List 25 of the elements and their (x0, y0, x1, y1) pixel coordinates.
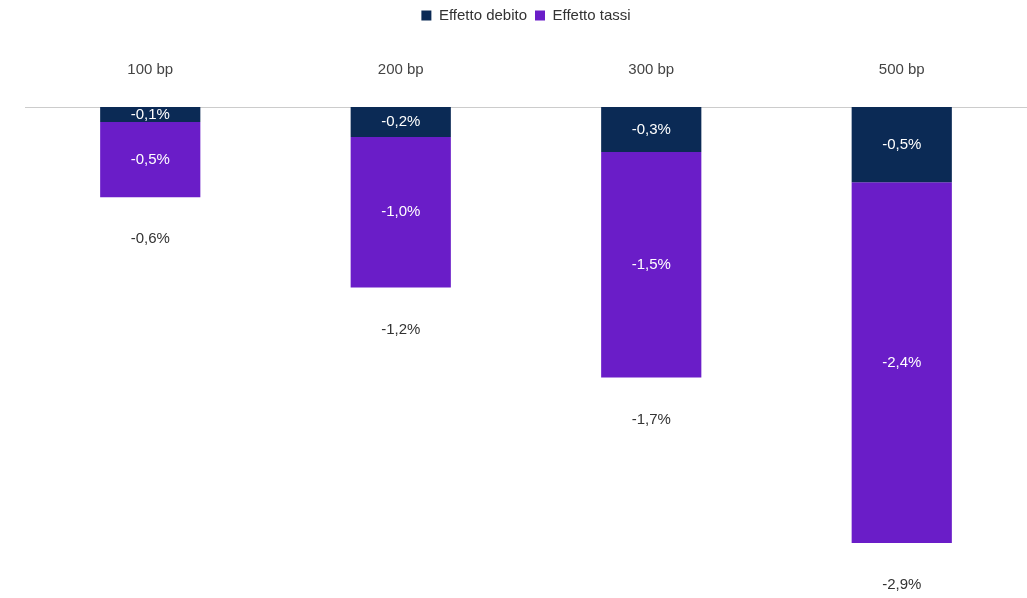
data-label: -0,3% (631, 119, 671, 137)
bar (851, 182, 952, 543)
x-tick-label: 200 bp (377, 60, 424, 78)
data-label: -1,0% (381, 202, 421, 220)
data-label: -0,5% (130, 149, 170, 167)
data-label: -0,5% (882, 134, 922, 152)
total-label: -1,2% (381, 319, 421, 337)
data-label: -0,1% (130, 104, 170, 122)
legend-label: Effetto tassi (552, 5, 631, 23)
bar (601, 107, 702, 153)
legend-label: Effetto debito (438, 5, 528, 23)
bar (100, 122, 201, 198)
data-label: -1,5% (631, 254, 671, 272)
x-tick-label: 100 bp (127, 60, 174, 78)
bar (851, 107, 952, 183)
bar (350, 137, 451, 288)
x-tick-label: 500 bp (878, 60, 925, 78)
total-label: -1,7% (631, 409, 671, 427)
bar (601, 152, 702, 378)
total-label: -0,6% (130, 229, 170, 247)
data-label: -0,2% (381, 112, 421, 130)
total-label: -2,9% (882, 575, 922, 593)
x-tick-label: 300 bp (628, 60, 675, 78)
data-label: -2,4% (882, 352, 922, 370)
bar (350, 107, 451, 138)
